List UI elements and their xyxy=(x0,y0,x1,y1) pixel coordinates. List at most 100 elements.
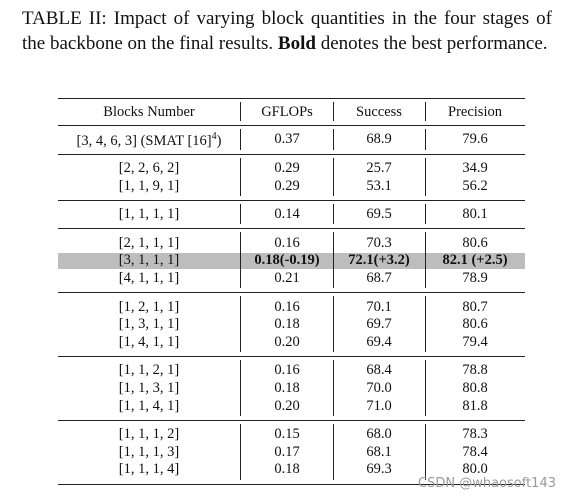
group-rule xyxy=(58,228,525,230)
table-cell: [3, 1, 1, 1] xyxy=(118,252,180,269)
header-cell: GFLOPs xyxy=(261,104,313,120)
column-separator xyxy=(240,157,242,196)
table-cell: 78.9 xyxy=(462,269,488,286)
table-cell: 0.16 xyxy=(274,362,300,379)
table-cell: [1, 2, 1, 1] xyxy=(118,298,180,315)
column-separator xyxy=(333,423,335,480)
table-cell: [1, 1, 1, 2] xyxy=(118,426,180,443)
table-cell: 70.3 xyxy=(366,234,392,251)
table-cell: [2, 1, 1, 1] xyxy=(118,234,180,251)
table-cell: [1, 1, 2, 1] xyxy=(118,362,180,379)
column-separator xyxy=(425,232,427,289)
highlight-row xyxy=(58,252,525,270)
table-cell: [1, 1, 1, 1] xyxy=(118,206,180,223)
column-separator xyxy=(240,296,242,352)
caption-text: Impact of varying block quantities in th… xyxy=(22,8,553,54)
table-cell: 69.5 xyxy=(366,206,392,223)
column-separator xyxy=(240,203,242,225)
table-cell: 78.4 xyxy=(462,443,488,460)
table-cell: [1, 1, 1, 3] xyxy=(118,443,180,460)
table-cell: 0.16 xyxy=(274,234,300,251)
table-cell: 53.1 xyxy=(366,177,392,194)
table-cell: 70.0 xyxy=(366,379,392,396)
table-cell: 0.16 xyxy=(274,298,300,315)
column-separator xyxy=(425,102,427,121)
table-cell: 78.3 xyxy=(462,426,488,443)
header-cell: Blocks Number xyxy=(103,104,195,120)
table-cell: 34.9 xyxy=(462,159,488,176)
table-cell: 0.21 xyxy=(274,269,300,286)
table-cell: 0.15 xyxy=(274,426,300,443)
column-separator xyxy=(333,129,335,150)
table-cell: 80.6 xyxy=(462,234,488,251)
column-separator xyxy=(240,129,242,150)
table-cell: 68.0 xyxy=(366,426,392,443)
column-separator xyxy=(240,102,242,121)
table-cell: 79.6 xyxy=(462,131,488,148)
table-cell: 81.8 xyxy=(462,397,488,414)
table-cell: 56.2 xyxy=(462,177,488,194)
table-cell: 80.6 xyxy=(462,316,488,333)
table-cell: 80.1 xyxy=(462,206,488,223)
column-separator xyxy=(333,296,335,352)
group-rule xyxy=(58,153,525,155)
table-cell: 0.14 xyxy=(274,206,300,223)
group-rule xyxy=(58,199,525,201)
footnote-mark: 4 xyxy=(211,131,217,143)
column-separator xyxy=(333,157,335,196)
column-separator xyxy=(333,232,335,289)
table-cell: [4, 1, 1, 1] xyxy=(118,269,180,286)
table-cell: [3, 4, 6, 3] (SMAT [16]4) xyxy=(77,129,222,149)
table-cell: 0.18(-0.19) xyxy=(254,252,320,269)
group-rule xyxy=(58,356,525,357)
table-cell: [2, 2, 6, 2] xyxy=(118,159,180,176)
table-cell: [1, 1, 9, 1] xyxy=(118,177,180,194)
table-cell: 79.4 xyxy=(462,333,488,350)
caption: TABLE II: Impact of varying block quanti… xyxy=(22,6,552,56)
column-separator xyxy=(425,423,427,480)
table-cell: [1, 1, 1, 4] xyxy=(118,461,180,478)
table-cell: 69.3 xyxy=(366,461,392,478)
column-separator xyxy=(240,423,242,480)
table-cell: [1, 3, 1, 1] xyxy=(118,316,180,333)
table-cell: 69.4 xyxy=(366,333,392,350)
table-cell: 25.7 xyxy=(366,159,392,176)
table-cell: 0.20 xyxy=(274,397,300,414)
table-cell: 80.8 xyxy=(462,379,488,396)
column-separator xyxy=(333,360,335,416)
table-cell: 82.1 (+2.5) xyxy=(442,252,508,269)
caption-bold: Bold xyxy=(277,33,316,54)
table-cell: 68.7 xyxy=(366,269,392,286)
table-cell: 80.7 xyxy=(462,298,488,315)
table-cell: 0.18 xyxy=(274,316,300,333)
table-cell: 0.29 xyxy=(274,159,300,176)
table-cell: 0.18 xyxy=(274,461,300,478)
cell-text: [3, 4, 6, 3] (SMAT [16] xyxy=(76,133,212,150)
column-separator xyxy=(425,203,427,225)
group-rule xyxy=(58,419,525,421)
watermark: CSDN @whaosoft143 xyxy=(418,476,556,491)
table-cell: [1, 1, 3, 1] xyxy=(118,379,180,396)
table-cell: 0.29 xyxy=(274,177,300,194)
header-cell: Precision xyxy=(448,104,502,120)
table-cell: 0.18 xyxy=(274,379,300,396)
table-cell: [1, 4, 1, 1] xyxy=(118,333,180,350)
table-cell: [1, 1, 4, 1] xyxy=(118,397,180,414)
table-cell: 68.1 xyxy=(366,443,392,460)
table-cell: 0.20 xyxy=(274,333,300,350)
column-separator xyxy=(425,157,427,196)
cell-text: ) xyxy=(216,133,222,150)
column-separator xyxy=(333,203,335,225)
table-cell: 0.37 xyxy=(274,131,300,148)
column-separator xyxy=(240,360,242,416)
header-rule xyxy=(58,125,525,126)
bottom-rule xyxy=(58,483,525,485)
column-separator xyxy=(425,360,427,416)
header-cell: Success xyxy=(356,104,402,120)
caption-label: TABLE II: xyxy=(22,8,107,29)
table-cell: 0.17 xyxy=(274,443,300,460)
column-separator xyxy=(333,102,335,121)
table-cell: 72.1(+3.2) xyxy=(348,252,410,269)
